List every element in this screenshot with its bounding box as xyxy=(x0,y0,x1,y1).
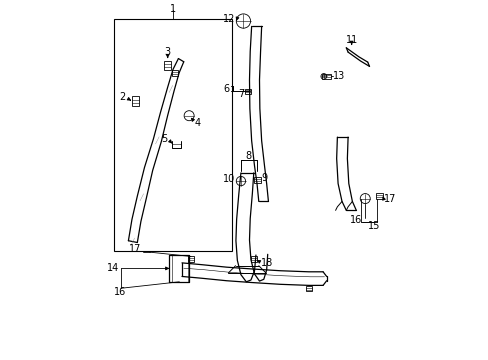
Text: 10: 10 xyxy=(222,174,234,184)
Text: 4: 4 xyxy=(194,118,200,128)
Text: 3: 3 xyxy=(164,48,170,58)
Bar xyxy=(114,19,231,251)
Bar xyxy=(131,96,139,107)
Bar xyxy=(322,73,330,79)
Text: 5: 5 xyxy=(161,134,167,144)
Text: 17: 17 xyxy=(383,194,395,203)
Text: 7: 7 xyxy=(238,89,244,99)
Bar xyxy=(164,62,171,70)
Bar xyxy=(172,69,177,76)
Text: 17: 17 xyxy=(129,244,142,253)
Text: 1: 1 xyxy=(170,4,176,14)
Text: 18: 18 xyxy=(260,258,272,268)
Text: 16: 16 xyxy=(349,215,362,225)
Text: 6: 6 xyxy=(223,84,229,94)
Bar xyxy=(305,286,311,292)
Text: 12: 12 xyxy=(223,14,235,23)
Text: 11: 11 xyxy=(345,35,357,45)
Text: 9: 9 xyxy=(261,173,267,183)
Text: 15: 15 xyxy=(367,221,379,231)
Bar xyxy=(250,256,256,262)
Bar xyxy=(254,177,260,183)
Bar xyxy=(187,256,194,262)
Text: 2: 2 xyxy=(120,92,125,102)
Text: 8: 8 xyxy=(245,151,251,161)
Text: 14: 14 xyxy=(106,264,119,273)
Text: 16: 16 xyxy=(114,287,126,297)
Text: 13: 13 xyxy=(332,71,345,81)
Bar xyxy=(376,193,382,199)
Bar xyxy=(244,89,251,94)
